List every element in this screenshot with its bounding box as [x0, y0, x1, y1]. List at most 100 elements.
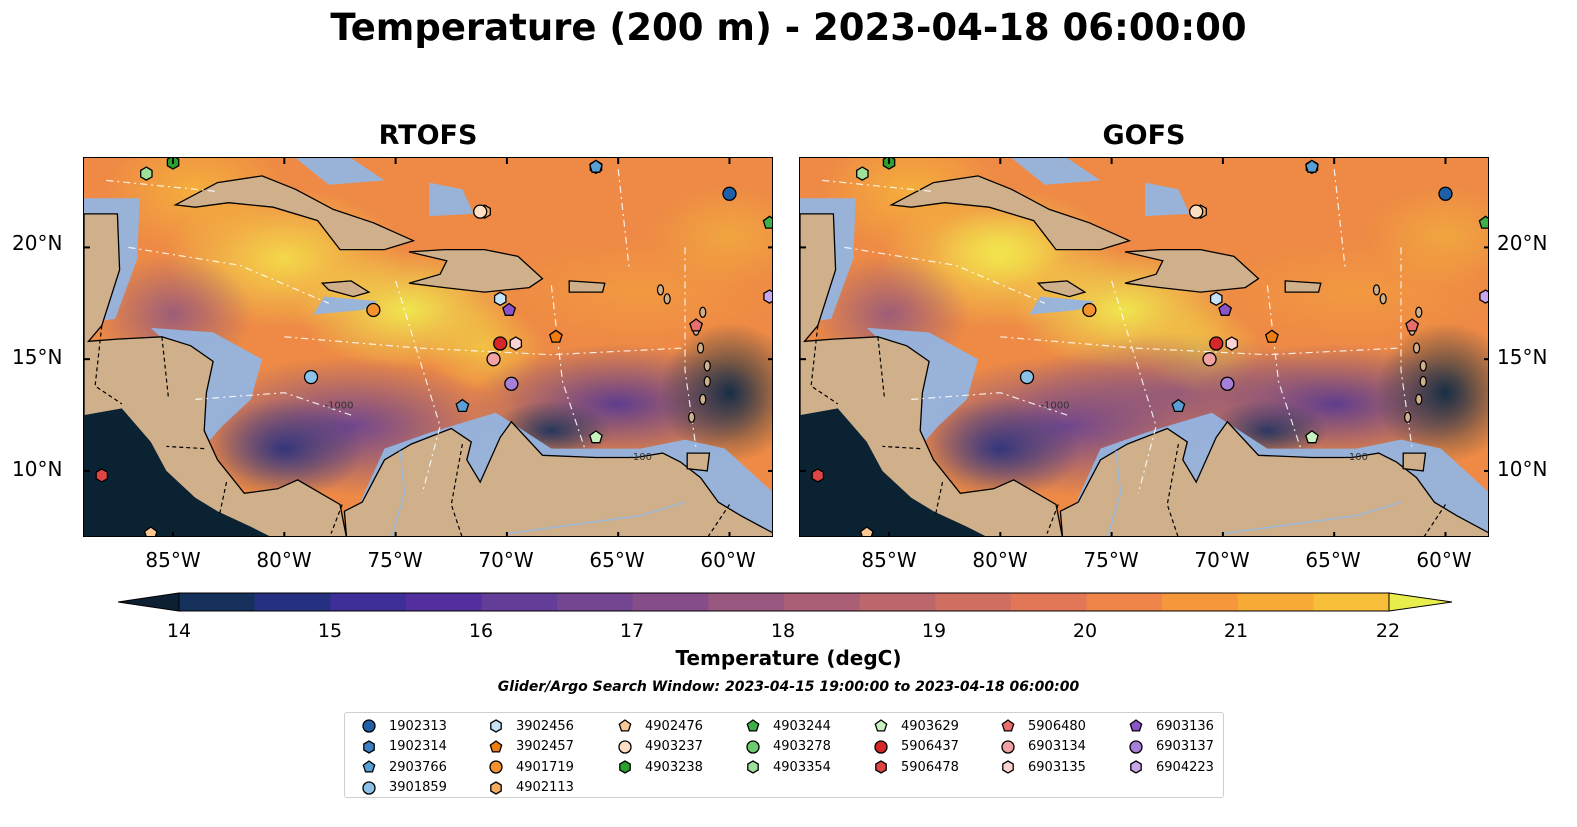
- land-jamaica: [1036, 280, 1087, 298]
- legend-label: 4901719: [516, 759, 574, 775]
- float-marker-3901859: [1019, 369, 1035, 385]
- colorbar-segment: [859, 593, 936, 611]
- lon-tick-label: 85°W: [861, 548, 917, 572]
- legend-marker-6903136: [1129, 719, 1143, 732]
- float-marker-4902476: [143, 526, 158, 536]
- lat-tick-label: 10°N: [12, 457, 63, 481]
- legend-label: 6903136: [1156, 718, 1214, 734]
- lon-tick-label: 80°W: [972, 548, 1028, 572]
- float-marker-3902456: [493, 291, 507, 307]
- float-marker-1902313: [722, 186, 737, 201]
- lat-tick-label: 20°N: [12, 231, 63, 255]
- colorbar-segment: [179, 593, 256, 611]
- float-marker-5906437: [1209, 336, 1224, 351]
- colorbar-segment: [1010, 593, 1087, 611]
- lat-tick-label: 20°N: [1497, 231, 1548, 255]
- float-marker-4903354: [856, 166, 869, 181]
- legend-label: 6903135: [1028, 759, 1086, 775]
- legend-entry-6903134: 6903134: [1000, 738, 1086, 756]
- float-marker-3902457: [548, 329, 563, 343]
- legend-entry-3902457: 3902457: [488, 738, 574, 756]
- float-marker-1902313: [1438, 186, 1453, 201]
- land-trinidad: [1402, 452, 1427, 472]
- lon-tick-label: 75°W: [1083, 548, 1139, 572]
- legend-label: 4903244: [773, 718, 831, 734]
- legend-entry-4901719: 4901719: [488, 758, 574, 776]
- land-trinidad: [686, 452, 711, 472]
- colorbar-tick-label: 16: [468, 620, 494, 642]
- colorbar-segment: [330, 593, 407, 611]
- float-marker-2903766: [1305, 159, 1319, 173]
- float-marker-6903134: [1202, 352, 1217, 367]
- colorbar-segment: [405, 593, 482, 611]
- legend-label: 1902314: [389, 739, 447, 754]
- legend-label: 6903134: [1028, 739, 1086, 754]
- lat-tick-label: 10°N: [1497, 457, 1548, 481]
- float-marker-6904223: [763, 289, 772, 304]
- legend-entry-1902314: 1902314: [361, 738, 447, 756]
- float-marker-5906480: [1405, 318, 1420, 332]
- legend-marker-4903244: [746, 719, 760, 732]
- legend-label: 5906437: [901, 739, 959, 754]
- legend-marker-2903766: [362, 760, 376, 773]
- legend-marker-4903629: [874, 719, 888, 732]
- float-marker-4903237: [1189, 204, 1204, 219]
- colorbar-segment: [784, 593, 861, 611]
- float-marker-3901859: [303, 369, 319, 385]
- float-marker-6904223: [1479, 289, 1488, 304]
- legend-entry-4902113: 4902113: [488, 779, 574, 797]
- land-cuba: [889, 175, 1132, 251]
- legend-label: 3902457: [516, 739, 574, 754]
- legend-label: 5906478: [901, 759, 959, 775]
- colorbar-tick-label: 18: [770, 620, 796, 642]
- figure-title: Temperature (200 m) - 2023-04-18 06:00:0…: [330, 6, 1247, 49]
- contour-label: -1000: [1040, 400, 1069, 411]
- legend-entry-4902476: 4902476: [617, 717, 703, 735]
- float-legend: 1902313 1902314 2903766 3901859 3902456 39024…: [344, 712, 1224, 798]
- colorbar-segment: [1162, 593, 1239, 611]
- legend-entry-3901859: 3901859: [361, 779, 447, 797]
- float-marker-4902476: [859, 526, 874, 536]
- legend-marker-4901719: [489, 760, 503, 774]
- legend-entry-5906480: 5906480: [1000, 717, 1086, 735]
- legend-marker-4903238: [619, 760, 631, 774]
- colorbar-segment: [935, 593, 1012, 611]
- legend-label: 1902313: [389, 718, 447, 734]
- lon-tick-label: 75°W: [367, 548, 423, 572]
- lon-tick-label: 60°W: [700, 548, 756, 572]
- land-jamaica: [320, 280, 371, 298]
- float-marker-5906478: [95, 468, 109, 483]
- legend-entry-5906478: 5906478: [873, 758, 959, 776]
- legend-marker-5906478: [875, 760, 887, 774]
- legend-entry-4903238: 4903238: [617, 758, 703, 776]
- legend-marker-5906480: [1001, 719, 1015, 732]
- legend-marker-5906437: [874, 739, 888, 754]
- panel-title-gofs: GOFS: [1102, 120, 1186, 151]
- legend-entry-6904223: 6904223: [1128, 758, 1214, 776]
- float-marker-4903237: [473, 204, 488, 219]
- legend-label: 2903766: [389, 759, 447, 775]
- colorbar-extend-low: [117, 592, 180, 612]
- legend-marker-4903237: [618, 739, 632, 754]
- land-cuba: [173, 175, 416, 251]
- lon-tick-label: 85°W: [145, 548, 201, 572]
- legend-marker-4903354: [747, 760, 759, 774]
- land-hispaniola: [1124, 248, 1260, 293]
- float-marker-2903766: [1171, 398, 1186, 413]
- colorbar-tick-label: 20: [1072, 620, 1098, 642]
- colorbar-segment: [708, 593, 785, 611]
- legend-marker-3901859: [362, 780, 376, 795]
- legend-label: 3901859: [389, 780, 447, 795]
- float-marker-6903135: [509, 336, 523, 351]
- legend-label: 4902113: [516, 780, 574, 795]
- legend-marker-4902113: [490, 780, 502, 795]
- float-marker-4903629: [1305, 430, 1319, 444]
- map-panel-gofs[interactable]: -1000 -100: [799, 157, 1489, 537]
- legend-entry-4903354: 4903354: [745, 758, 831, 776]
- legend-entry-6903136: 6903136: [1128, 717, 1214, 735]
- legend-marker-6903134: [1001, 739, 1015, 754]
- colorbar-segment: [1313, 593, 1390, 611]
- map-panel-rtofs[interactable]: -1000 -100: [83, 157, 773, 537]
- float-marker-4901719: [1082, 302, 1097, 318]
- legend-entry-4903278: 4903278: [745, 738, 831, 756]
